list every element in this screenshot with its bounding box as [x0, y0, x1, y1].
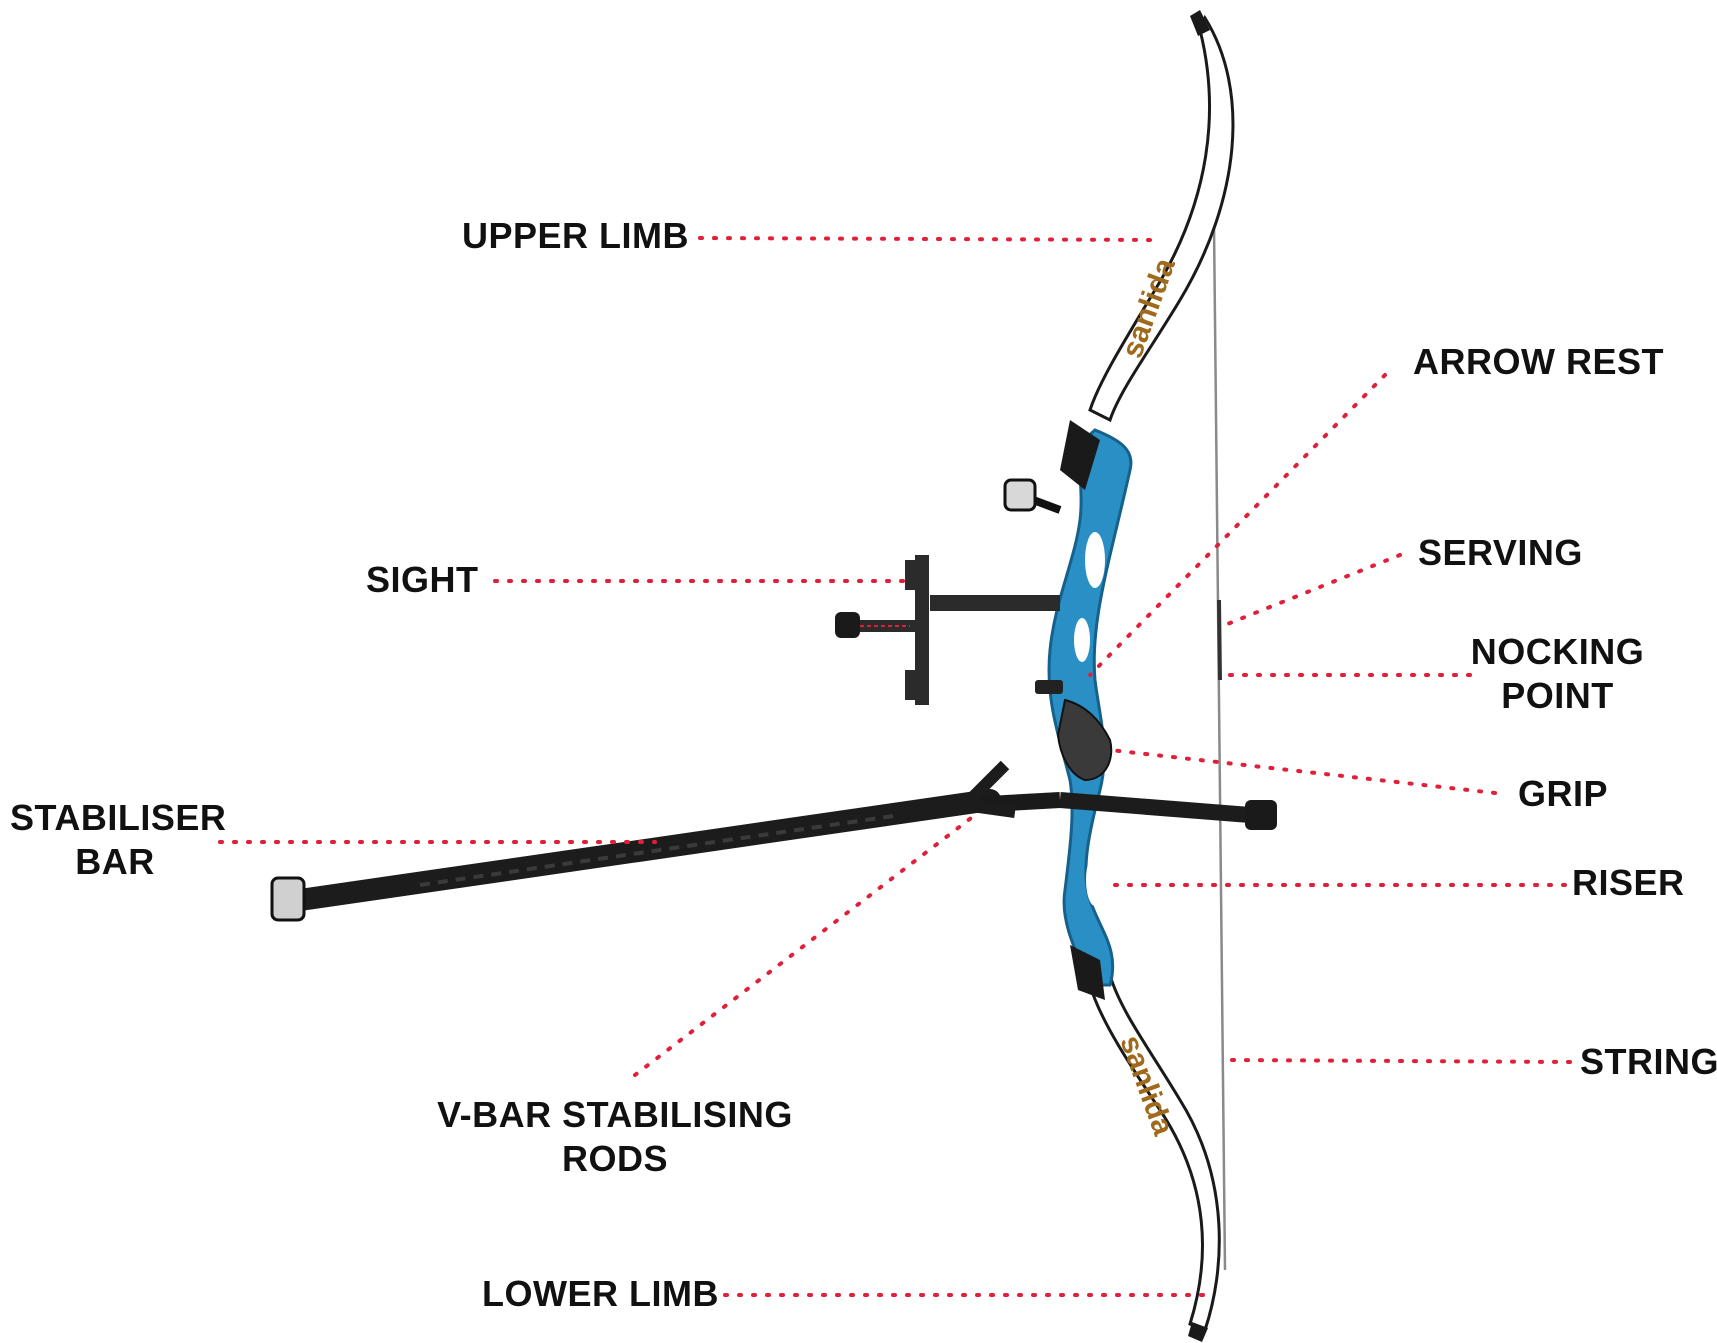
label-sight: SIGHT [366, 559, 479, 600]
grip [1056, 698, 1113, 782]
label-v-bar-line2: RODS [561, 1138, 668, 1179]
label-stabiliser-bar: STABILISER BAR [10, 796, 227, 884]
leader-serving [1223, 553, 1402, 627]
label-stabiliser-bar-line1: STABILISER [10, 797, 227, 838]
string-serving [1217, 599, 1222, 681]
label-nocking-point-line2: POINT [1501, 675, 1614, 716]
bow-string [1211, 129, 1227, 1271]
label-nocking-point: NOCKING POINT [1470, 630, 1645, 718]
label-riser: RISER [1572, 862, 1685, 903]
label-v-bar-rods: V-BAR STABILISING RODS [430, 1093, 800, 1181]
leader-string [1228, 1058, 1572, 1064]
label-upper-limb: UPPER LIMB [462, 215, 690, 256]
sight [835, 555, 1060, 705]
upper-limb [1088, 14, 1235, 423]
label-v-bar-line1: V-BAR STABILISING [437, 1094, 793, 1135]
leader-v-bar [633, 813, 977, 1077]
leader-grip [1108, 748, 1497, 795]
v-bar-rods [960, 760, 1277, 830]
label-arrow-rest: ARROW REST [1413, 341, 1664, 382]
arrow-rest [1035, 680, 1063, 694]
label-string: STRING [1580, 1041, 1717, 1082]
leader-upper-limb [698, 236, 1162, 242]
label-nocking-point-line1: NOCKING [1470, 631, 1645, 672]
leader-arrow-rest [1088, 373, 1387, 677]
label-grip: GRIP [1518, 773, 1609, 814]
stabiliser-bar [270, 789, 1001, 922]
riser [1047, 428, 1133, 987]
label-lower-limb: LOWER LIMB [482, 1273, 719, 1314]
lower-limb [1088, 972, 1221, 1332]
label-serving: SERVING [1418, 532, 1583, 573]
label-stabiliser-bar-line2: BAR [75, 841, 155, 882]
